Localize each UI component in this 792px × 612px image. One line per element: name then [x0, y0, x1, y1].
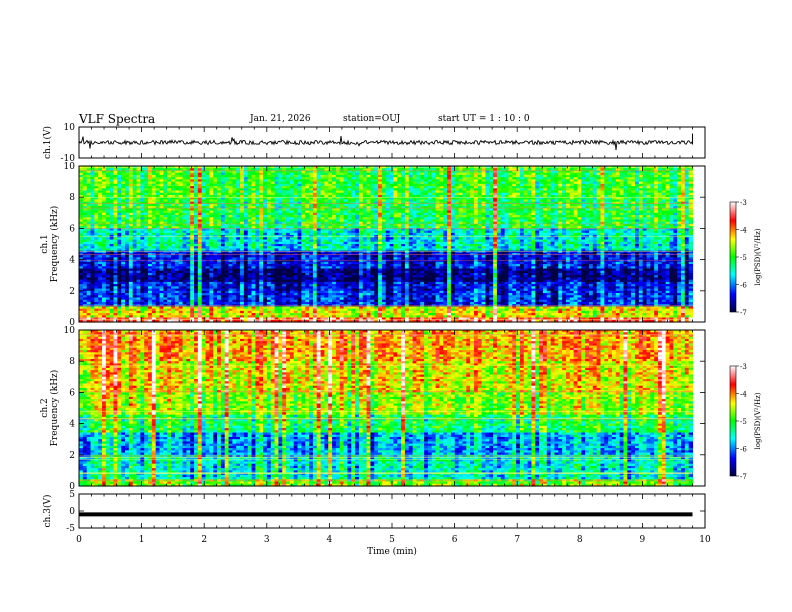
ch1-spectrogram	[79, 166, 693, 323]
